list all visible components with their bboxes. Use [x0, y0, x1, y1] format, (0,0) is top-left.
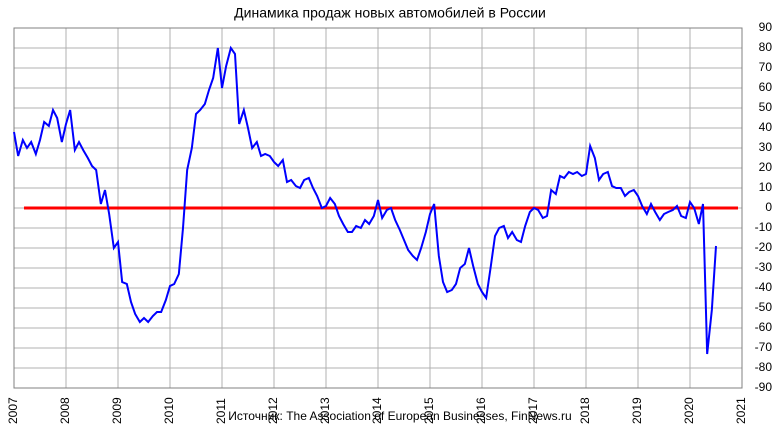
x-tick-label: 2016 — [474, 397, 488, 424]
chart-title: Динамика продаж новых автомобилей в Росс… — [234, 5, 546, 21]
y-tick-label: -70 — [755, 340, 773, 354]
x-tick-label: 2009 — [110, 397, 124, 424]
x-tick-label: 2011 — [214, 398, 228, 424]
x-tick-label: 2021 — [734, 397, 748, 424]
x-tick-label: 2020 — [682, 397, 696, 424]
y-tick-label: -30 — [755, 260, 773, 274]
x-tick-label: 2008 — [58, 397, 72, 424]
y-tick-label: 40 — [759, 120, 773, 134]
y-tick-label: 30 — [759, 140, 773, 154]
x-tick-label: 2014 — [370, 397, 384, 424]
y-tick-label: 0 — [765, 200, 772, 214]
y-tick-label: 60 — [759, 80, 773, 94]
y-tick-label: -10 — [755, 220, 773, 234]
x-tick-label: 2007 — [6, 397, 20, 424]
x-tick-label: 2017 — [526, 397, 540, 424]
x-tick-label: 2010 — [162, 397, 176, 424]
data-line — [13, 45, 717, 355]
y-tick-label: -60 — [755, 320, 773, 334]
y-tick-label: 70 — [759, 60, 773, 74]
x-tick-label: 2019 — [630, 397, 644, 424]
y-tick-label: -80 — [755, 360, 773, 374]
x-tick-label: 2018 — [578, 397, 592, 424]
y-tick-label: 20 — [759, 160, 773, 174]
y-tick-label: -90 — [755, 380, 773, 394]
x-tick-label: 2015 — [422, 397, 436, 424]
y-tick-label: -40 — [755, 280, 773, 294]
y-tick-label: -20 — [755, 240, 773, 254]
plot-frame — [13, 27, 743, 389]
x-tick-label: 2013 — [318, 397, 332, 424]
x-tick-label: 2012 — [266, 397, 280, 424]
y-tick-label: 90 — [759, 20, 773, 34]
y-tick-label: 10 — [759, 180, 773, 194]
y-tick-label: 80 — [759, 40, 773, 54]
y-tick-label: 50 — [759, 100, 773, 114]
y-tick-label: -50 — [755, 300, 773, 314]
source-note: Источник: The Association of European Bu… — [228, 409, 571, 423]
